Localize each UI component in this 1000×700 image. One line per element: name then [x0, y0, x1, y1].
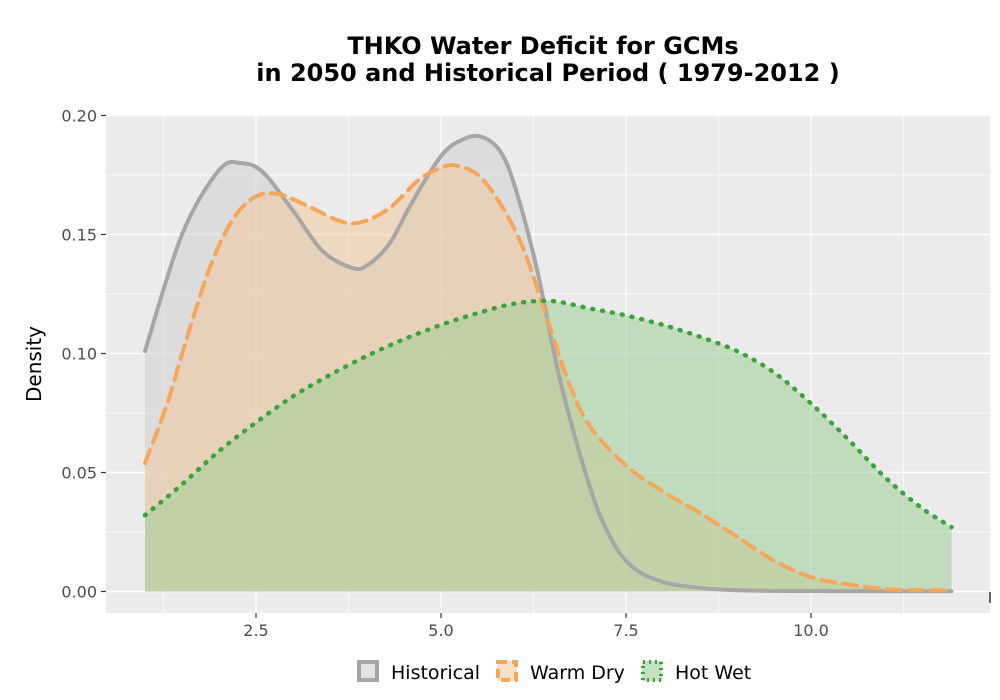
x-tick-label: 5.0: [428, 621, 453, 640]
legend-key-warm-dry: [496, 660, 518, 682]
legend-key-fill-historical: [358, 661, 378, 681]
y-tick-label: 0.20: [61, 107, 97, 126]
x-tick-label: 2.5: [243, 621, 268, 640]
density-lines: [142, 133, 954, 594]
legend: Historical Warm Dry Hot Wet: [357, 660, 751, 684]
chart-title-line2: in 2050 and Historical Period ( 1979-201…: [256, 59, 839, 87]
line-historical: [143, 133, 954, 594]
legend-key-fill-warm-dry: [497, 661, 517, 681]
line-hot-wet: [142, 298, 954, 530]
legend-key-fill-hot-wet: [642, 661, 662, 681]
legend-label-historical: Historical: [391, 662, 480, 684]
legend-label-warm-dry: Warm Dry: [530, 662, 625, 684]
y-tick-label: 0.05: [61, 464, 97, 483]
chart-title-line1: THKO Water Deficit for GCMs: [347, 32, 738, 60]
x-axis: 2.5 5.0 7.5 10.0: [243, 613, 829, 640]
y-tick-label: 0.15: [61, 226, 97, 245]
y-tick-label: 0.10: [61, 345, 97, 364]
y-axis-label: Density: [22, 326, 46, 402]
area-hot-wet: [145, 300, 952, 592]
y-tick-label: 0.00: [61, 583, 97, 602]
legend-label-hot-wet: Hot Wet: [675, 662, 751, 684]
y-axis: 0.00 0.05 0.10 0.15 0.20: [61, 107, 106, 602]
density-areas: [145, 135, 952, 592]
legend-key-historical: [357, 660, 379, 682]
x-tick-label: 7.5: [613, 621, 638, 640]
x-tick-label: 10.0: [793, 621, 829, 640]
line-warm-dry: [143, 163, 954, 593]
